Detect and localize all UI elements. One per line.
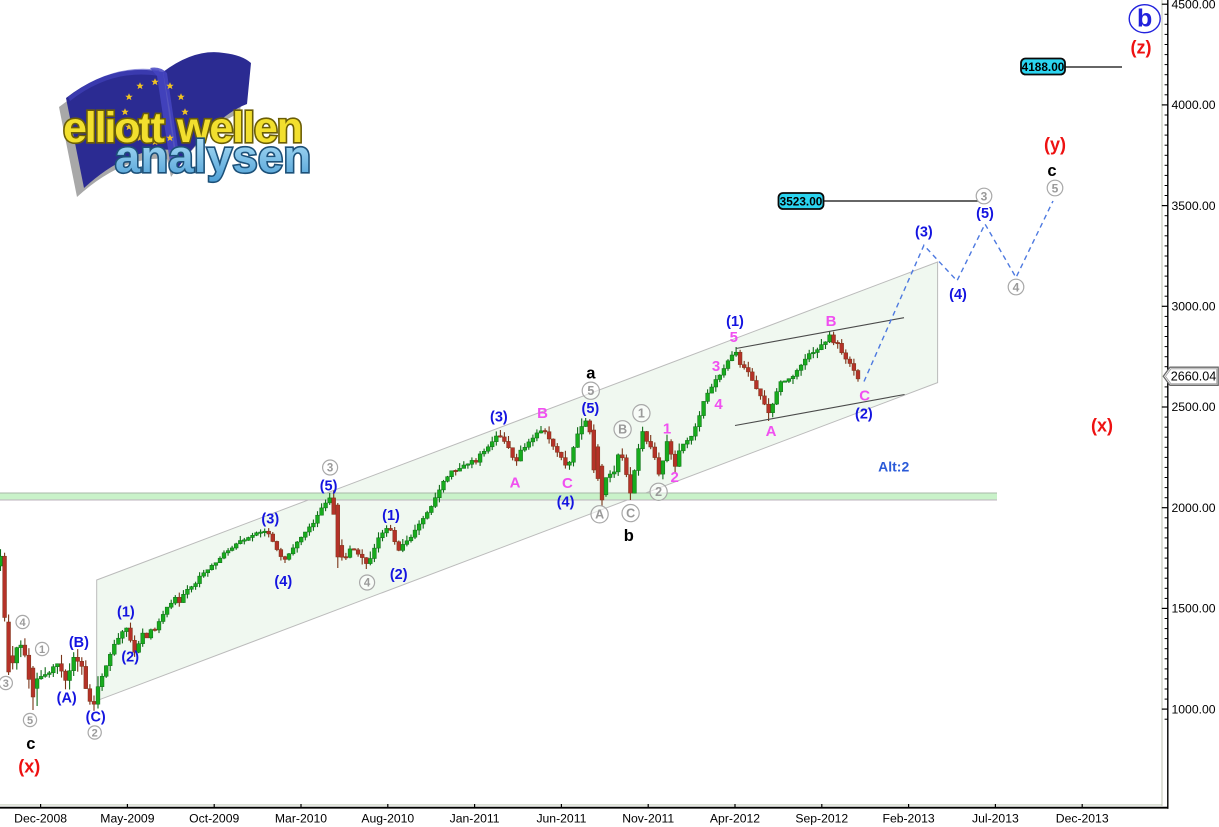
svg-text:Sep-2012: Sep-2012 <box>795 812 848 826</box>
svg-text:(5): (5) <box>582 401 600 417</box>
svg-text:B: B <box>618 423 627 437</box>
svg-text:(2): (2) <box>390 567 408 583</box>
svg-text:4500.00: 4500.00 <box>1172 0 1216 11</box>
svg-text:A: A <box>595 508 604 522</box>
svg-text:5: 5 <box>730 329 738 346</box>
svg-text:3: 3 <box>327 463 333 475</box>
svg-text:analysen: analysen <box>115 131 311 182</box>
svg-text:May-2009: May-2009 <box>100 812 154 826</box>
svg-text:4: 4 <box>20 617 27 629</box>
svg-text:2: 2 <box>655 485 662 499</box>
svg-text:2500.00: 2500.00 <box>1172 400 1216 414</box>
svg-text:4000.00: 4000.00 <box>1172 98 1216 112</box>
svg-text:(y): (y) <box>1044 135 1066 155</box>
svg-text:2: 2 <box>671 469 679 486</box>
svg-text:3000.00: 3000.00 <box>1172 300 1216 314</box>
svg-text:3500.00: 3500.00 <box>1172 199 1216 213</box>
svg-text:(4): (4) <box>274 574 292 590</box>
svg-text:Mar-2010: Mar-2010 <box>275 812 327 826</box>
svg-text:(3): (3) <box>490 410 508 426</box>
svg-text:b: b <box>1137 5 1152 33</box>
svg-text:(1): (1) <box>726 314 744 330</box>
svg-text:1: 1 <box>39 644 45 656</box>
svg-text:wellen: wellen <box>176 104 303 152</box>
svg-text:2: 2 <box>92 727 98 739</box>
svg-text:A: A <box>510 475 521 492</box>
svg-text:(x): (x) <box>1091 416 1113 436</box>
svg-text:B: B <box>537 405 548 422</box>
svg-text:A: A <box>766 423 777 440</box>
svg-text:(1): (1) <box>382 508 400 524</box>
svg-text:(1): (1) <box>117 604 135 620</box>
svg-text:Jun-2011: Jun-2011 <box>536 812 586 826</box>
svg-text:(3): (3) <box>261 511 279 527</box>
svg-text:Apr-2012: Apr-2012 <box>710 812 760 826</box>
svg-text:2660.04: 2660.04 <box>1171 370 1217 384</box>
svg-text:3: 3 <box>712 358 720 375</box>
svg-text:(x): (x) <box>18 757 40 777</box>
svg-text:Dec-2008: Dec-2008 <box>14 812 67 826</box>
svg-text:4: 4 <box>714 396 723 413</box>
svg-text:Jul-2013: Jul-2013 <box>972 812 1019 826</box>
svg-text:5: 5 <box>27 715 33 727</box>
svg-text:C: C <box>626 507 635 521</box>
svg-text:elliott: elliott <box>63 104 165 152</box>
svg-text:Aug-2010: Aug-2010 <box>361 812 414 826</box>
svg-text:3523.00: 3523.00 <box>780 195 823 209</box>
svg-text:(4): (4) <box>949 287 967 303</box>
svg-text:B: B <box>826 313 837 330</box>
svg-text:3: 3 <box>3 678 9 690</box>
svg-text:(3): (3) <box>915 225 933 241</box>
svg-text:Oct-2009: Oct-2009 <box>189 812 239 826</box>
svg-text:1000.00: 1000.00 <box>1172 702 1216 716</box>
svg-text:Nov-2011: Nov-2011 <box>622 812 674 826</box>
svg-text:1500.00: 1500.00 <box>1172 602 1216 616</box>
svg-text:(5): (5) <box>320 478 338 494</box>
svg-text:(z): (z) <box>1131 38 1152 58</box>
svg-text:c: c <box>1047 162 1056 180</box>
svg-text:C: C <box>562 475 573 492</box>
svg-text:3: 3 <box>981 189 988 203</box>
svg-text:C: C <box>859 388 870 405</box>
svg-text:4188.00: 4188.00 <box>1022 60 1065 74</box>
svg-text:(2): (2) <box>121 650 139 666</box>
svg-text:(2): (2) <box>855 407 873 423</box>
svg-text:Alt:2: Alt:2 <box>878 459 909 475</box>
svg-text:Dec-2013: Dec-2013 <box>1056 812 1109 826</box>
svg-text:(5): (5) <box>976 206 994 222</box>
svg-text:Feb-2013: Feb-2013 <box>883 812 935 826</box>
svg-text:c: c <box>26 735 35 753</box>
svg-text:(A): (A) <box>57 691 77 707</box>
svg-text:(C): (C) <box>86 710 106 726</box>
svg-text:5: 5 <box>1052 181 1059 195</box>
svg-text:2000.00: 2000.00 <box>1172 501 1216 515</box>
svg-text:a: a <box>586 364 596 382</box>
svg-text:b: b <box>624 527 634 545</box>
svg-text:1: 1 <box>663 421 671 438</box>
svg-text:5: 5 <box>587 384 594 398</box>
svg-text:1: 1 <box>638 407 645 421</box>
svg-text:Jan-2011: Jan-2011 <box>450 812 500 826</box>
svg-text:4: 4 <box>1013 280 1020 294</box>
svg-text:(4): (4) <box>557 494 575 510</box>
svg-text:4: 4 <box>364 578 371 590</box>
svg-text:(B): (B) <box>69 635 89 651</box>
